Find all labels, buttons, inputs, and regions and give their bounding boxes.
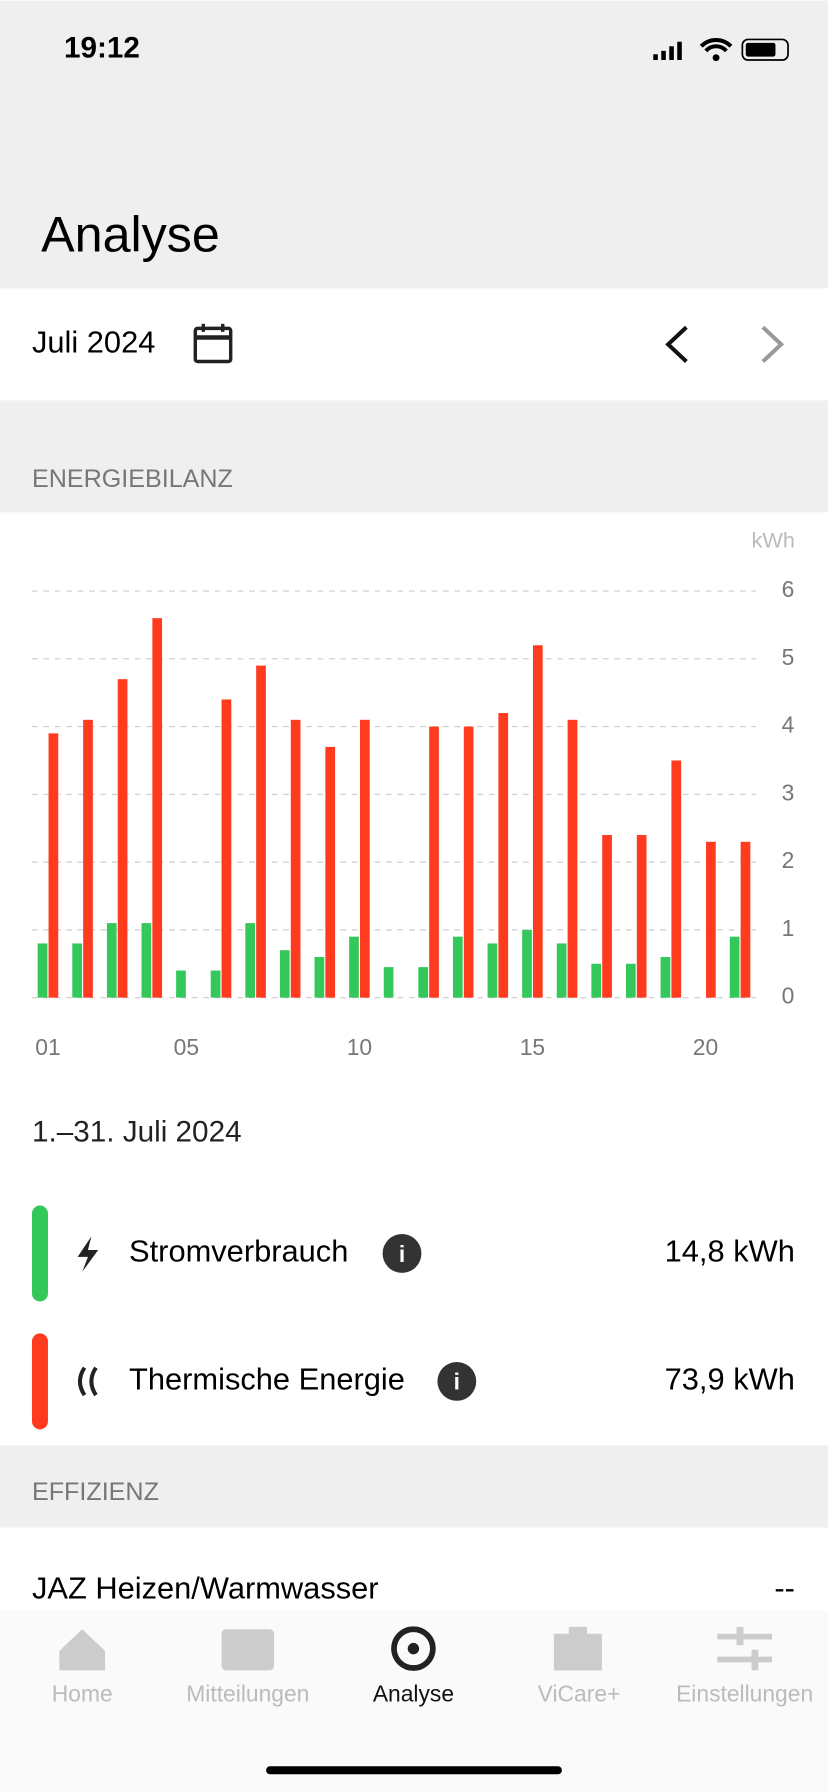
bar	[106, 923, 117, 998]
home-indicator	[266, 1766, 562, 1775]
bar	[210, 970, 221, 998]
section-header: ENERGIEBILANZ	[32, 465, 233, 493]
bar	[141, 923, 152, 998]
legend-label: Stromverbrauch	[129, 1234, 348, 1269]
bar	[383, 967, 394, 998]
y-tick-label: 4	[782, 712, 795, 738]
bar	[591, 963, 602, 998]
jaz-label: JAZ Heizen/Warmwasser	[32, 1571, 379, 1606]
legend-label: Thermische Energie	[129, 1362, 405, 1397]
y-unit: kWh	[752, 528, 795, 553]
bar	[625, 963, 636, 998]
bar	[176, 970, 186, 998]
y-tick-label: 3	[782, 779, 795, 805]
x-tick-label: 15	[520, 1034, 545, 1060]
y-tick-label: 5	[782, 644, 795, 670]
x-tick-label: 05	[174, 1034, 199, 1060]
bar	[636, 835, 647, 998]
calendar-icon[interactable]	[193, 323, 233, 364]
bar	[556, 943, 567, 998]
bar	[221, 699, 232, 998]
bar	[602, 835, 612, 998]
bar	[429, 726, 439, 998]
tab-label[interactable]: ViCare+	[538, 1680, 621, 1706]
bar	[359, 719, 370, 998]
bar	[117, 679, 128, 998]
section-bg	[0, 400, 828, 513]
info-button[interactable]: i	[437, 1361, 477, 1401]
legend-swatch	[31, 1333, 48, 1430]
bar	[152, 618, 163, 998]
bar	[290, 719, 301, 998]
bar	[314, 956, 325, 998]
bar	[349, 936, 359, 998]
y-tick-label: 0	[782, 983, 795, 1009]
date-bar	[0, 288, 828, 401]
month-label[interactable]: Juli 2024	[32, 325, 155, 360]
total: 14,8 kWh	[665, 1234, 795, 1269]
y-tick-label: 2	[782, 847, 795, 873]
bar	[706, 841, 716, 998]
analyse-icon[interactable]	[391, 1626, 436, 1671]
bar	[256, 665, 266, 998]
prev-button[interactable]	[665, 325, 688, 363]
y-tick-label: 1	[782, 915, 795, 941]
tab-label[interactable]: Mitteilungen	[186, 1680, 309, 1706]
status-time: 19:12	[64, 32, 140, 65]
legend-swatch	[31, 1205, 48, 1302]
tab-label[interactable]: Einstellungen	[676, 1680, 813, 1706]
svg-text:i: i	[399, 1241, 405, 1267]
bar	[498, 713, 509, 998]
tab-icons	[59, 1626, 773, 1671]
x-tick-label: 20	[693, 1034, 718, 1060]
x-tick-label: 10	[347, 1034, 372, 1060]
bar	[48, 733, 59, 998]
bar	[37, 943, 48, 998]
tab-label[interactable]: Home	[52, 1680, 113, 1706]
tab-label[interactable]: Analyse	[373, 1680, 454, 1706]
power-icon	[77, 1236, 99, 1272]
bar	[279, 950, 290, 998]
section-header: EFFIZIENZ	[32, 1478, 159, 1506]
tab-bar	[0, 1610, 828, 1792]
jaz-value: --	[774, 1571, 795, 1606]
bar	[245, 923, 256, 998]
y-tick-label: 6	[782, 576, 795, 602]
bar	[567, 719, 578, 998]
bar	[729, 936, 740, 998]
bar	[72, 943, 83, 998]
bar	[463, 726, 474, 998]
heat-icon	[77, 1366, 98, 1397]
info-button[interactable]: i	[382, 1234, 422, 1273]
page-title: Analyse	[41, 206, 220, 262]
total: 73,9 kWh	[665, 1362, 795, 1397]
bar	[487, 943, 498, 998]
bar	[325, 746, 336, 998]
svg-text:i: i	[454, 1369, 460, 1395]
bar	[522, 929, 532, 998]
bar	[671, 760, 682, 998]
x-tick-label: 01	[35, 1034, 60, 1060]
bar	[83, 719, 93, 998]
status-icons	[653, 38, 789, 62]
header-bg	[0, 0, 828, 289]
bar	[418, 967, 429, 998]
next-button[interactable]	[761, 325, 785, 363]
bar	[533, 645, 543, 998]
period: 1.–31. Juli 2024	[32, 1115, 242, 1148]
section-bg	[0, 1445, 828, 1528]
bar	[452, 936, 463, 998]
bar	[660, 956, 671, 998]
bar	[740, 841, 751, 998]
